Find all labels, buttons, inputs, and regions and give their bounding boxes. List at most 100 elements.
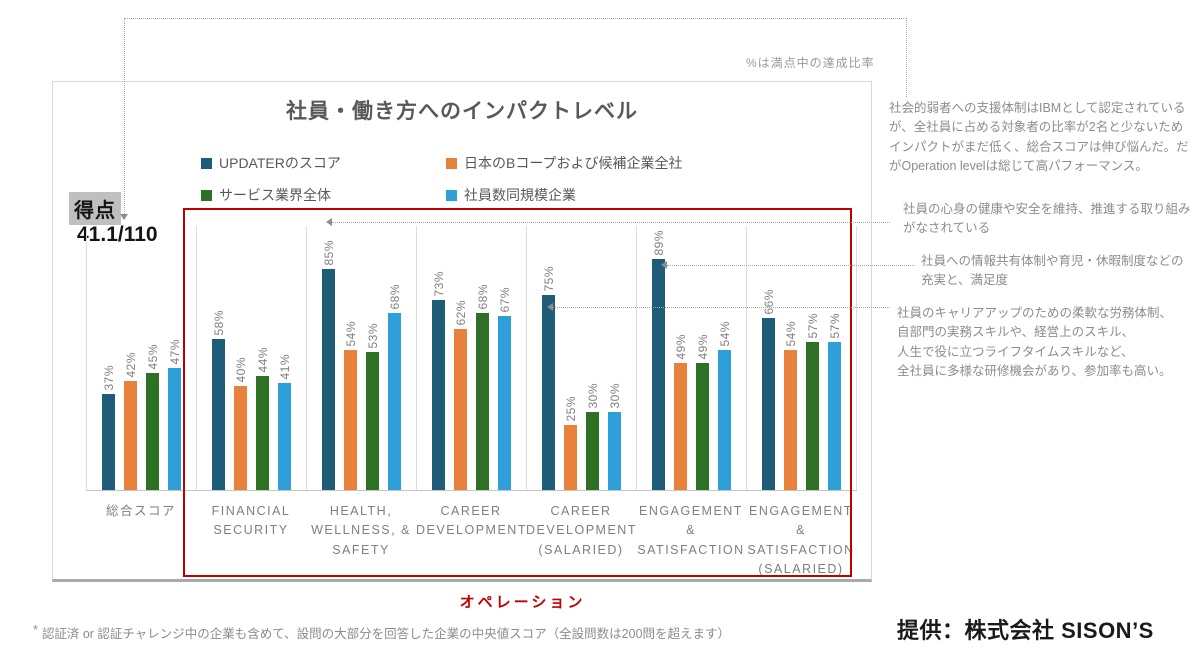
- chart-group-6: 66% 54% 57% 57%: [747, 226, 857, 490]
- bar-s1-c2: [344, 350, 357, 490]
- bar-s3-c2: [388, 313, 401, 490]
- chart-title: 社員・働き方へのインパクトレベル: [286, 100, 638, 123]
- bar-wrap: 68%: [388, 226, 402, 490]
- bar-value-label: 67%: [497, 287, 512, 313]
- legend-swatch-icon: [201, 157, 212, 169]
- bar-value-label: 25%: [563, 396, 578, 422]
- bar-value-label: 54%: [717, 321, 732, 347]
- bar-s0-c3: [432, 300, 445, 490]
- bar-wrap: 57%: [806, 226, 820, 490]
- bar-s0-c0: [102, 394, 115, 490]
- category-axis-labels: 総合スコア FINANCIAL SECURITY HEALTH, WELLNESS,…: [86, 502, 856, 580]
- footnote-asterisk: *: [33, 623, 38, 637]
- footnote: * 認証済 or 認証チャレンジ中の企業も含めて、設問の大部分を回答した企業の中央…: [33, 623, 730, 642]
- bar-wrap: 75%: [542, 226, 556, 490]
- legend-item-0: UPDATERのスコア: [201, 153, 341, 173]
- bar-wrap: 68%: [476, 226, 490, 490]
- legend-swatch-icon: [446, 189, 457, 201]
- bar-value-label: 44%: [255, 347, 270, 373]
- bar-s3-c6: [828, 342, 841, 490]
- bar-wrap: 67%: [498, 226, 512, 490]
- legend-label: UPDATERのスコア: [219, 155, 341, 171]
- bar-s2-c4: [586, 412, 599, 490]
- provider-credit: 提供：株式会社 SISON’S: [897, 618, 1154, 643]
- bar-s3-c1: [278, 383, 291, 490]
- bar-wrap: 45%: [146, 226, 160, 490]
- bar-value-label: 57%: [805, 313, 820, 339]
- annotation-overall-score: 社会的弱者への支援体制はIBMとして認定されている が、全社員に占める対象者の比…: [889, 101, 1189, 174]
- bar-s1-c5: [674, 363, 687, 490]
- bar-value-label: 73%: [431, 271, 446, 297]
- annotation-info-sharing: 社員への情報共有体制や育児・休暇制度などの 充実と、満足度: [921, 254, 1184, 288]
- bar-s0-c4: [542, 295, 555, 490]
- connector-score-vertical-line: [124, 18, 125, 214]
- bar-wrap: 54%: [784, 226, 798, 490]
- category-label-5: ENGAGEMENT & SATISFACTION: [637, 504, 745, 557]
- category-label-0: 総合スコア: [105, 504, 176, 518]
- bar-wrap: 42%: [124, 226, 138, 490]
- bar-wrap: 66%: [762, 226, 776, 490]
- bar-value-label: 30%: [607, 383, 622, 409]
- operation-axis-label: オペレーション: [459, 594, 586, 611]
- leader-arrow-engagement-icon: [661, 261, 667, 269]
- bar-wrap: 49%: [674, 226, 688, 490]
- connector-top-horizontal-line: [124, 18, 906, 19]
- bar-value-label: 75%: [541, 266, 556, 292]
- category-label-2: HEALTH, WELLNESS, & SAFETY: [311, 504, 411, 557]
- annotation-health-wellness: 社員の心身の健康や安全を維持、推進する取り組み がなされている: [903, 202, 1191, 236]
- bar-wrap: 89%: [652, 226, 666, 490]
- bar-wrap: 30%: [608, 226, 622, 490]
- legend-item-1: 日本のBコープおよび候補企業全社: [446, 153, 683, 173]
- bar-value-label: 53%: [365, 323, 380, 349]
- connector-annotation-vertical-line: [906, 18, 907, 97]
- bar-s3-c5: [718, 350, 731, 490]
- legend-label: 社員数同規模企業: [464, 187, 576, 203]
- bar-value-label: 54%: [783, 321, 798, 347]
- bar-value-label: 30%: [585, 383, 600, 409]
- bar-s2-c3: [476, 313, 489, 490]
- percent-scale-note: %は満点中の達成比率: [746, 56, 875, 70]
- bar-value-label: 58%: [211, 310, 226, 336]
- bar-s2-c2: [366, 352, 379, 490]
- bar-s0-c5: [652, 259, 665, 490]
- bar-wrap: 58%: [212, 226, 226, 490]
- bar-value-label: 41%: [277, 354, 292, 380]
- legend-label: サービス業界全体: [219, 187, 331, 203]
- bar-s1-c4: [564, 425, 577, 490]
- bar-value-label: 37%: [101, 365, 116, 391]
- bar-wrap: 73%: [432, 226, 446, 490]
- leader-arrow-career-salaried-icon: [547, 303, 553, 311]
- bar-s3-c3: [498, 316, 511, 490]
- leader-arrow-health-wellness-icon: [326, 218, 332, 226]
- legend-item-2: サービス業界全体: [201, 185, 331, 205]
- bar-value-label: 54%: [343, 321, 358, 347]
- legend-label: 日本のBコープおよび候補企業全社: [464, 155, 683, 171]
- category-label-4: CAREER DEVELOPMENT (SALARIED): [526, 504, 637, 557]
- bar-value-label: 68%: [475, 284, 490, 310]
- annotation-career-development: 社員のキャリアアップのための柔軟な労務体制、 自部門の実務スキルや、経営上のスキ…: [897, 306, 1173, 379]
- bar-value-label: 47%: [167, 339, 182, 365]
- bar-value-label: 49%: [673, 334, 688, 360]
- category-label-6: ENGAGEMENT & SATISFACTION (SALARIED): [747, 504, 855, 577]
- chart-group-2: 85% 54% 53% 68%: [307, 226, 417, 490]
- bar-value-label: 42%: [123, 352, 138, 378]
- score-value: 41.1/110: [77, 223, 158, 246]
- category-label-3: CAREER DEVELOPMENT: [416, 504, 527, 538]
- bar-value-label: 68%: [387, 284, 402, 310]
- bar-wrap: 40%: [234, 226, 248, 490]
- bar-value-label: 62%: [453, 300, 468, 326]
- legend-swatch-icon: [201, 189, 212, 201]
- legend-swatch-icon: [446, 157, 457, 169]
- chart-group-5: 89% 49% 49% 54%: [637, 226, 747, 490]
- score-badge: 得点: [69, 192, 121, 225]
- bar-wrap: 54%: [344, 226, 358, 490]
- bar-s0-c6: [762, 318, 775, 490]
- bar-wrap: 37%: [102, 226, 116, 490]
- bar-wrap: 62%: [454, 226, 468, 490]
- footnote-text: 認証済 or 認証チャレンジ中の企業も含めて、設問の大部分を回答した企業の中央値…: [41, 627, 731, 641]
- bar-s3-c0: [168, 368, 181, 490]
- bar-s2-c5: [696, 363, 709, 490]
- bar-s1-c1: [234, 386, 247, 490]
- bar-wrap: 44%: [256, 226, 270, 490]
- bar-wrap: 47%: [168, 226, 182, 490]
